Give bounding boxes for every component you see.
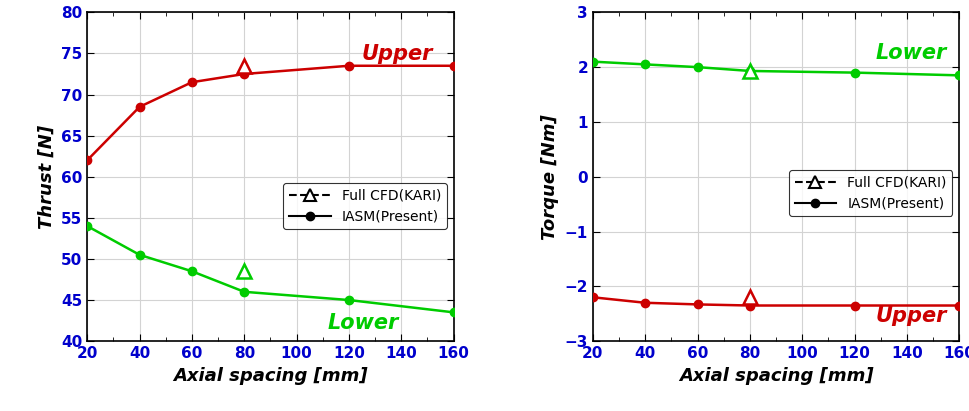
Y-axis label: Torque [Nm]: Torque [Nm] — [541, 114, 559, 240]
Text: Lower: Lower — [876, 43, 947, 63]
Legend: Full CFD(KARI), IASM(Present): Full CFD(KARI), IASM(Present) — [789, 170, 953, 216]
Legend: Full CFD(KARI), IASM(Present): Full CFD(KARI), IASM(Present) — [283, 183, 447, 229]
X-axis label: Axial spacing [mm]: Axial spacing [mm] — [173, 367, 368, 385]
Y-axis label: Thrust [N]: Thrust [N] — [38, 125, 55, 229]
Text: Upper: Upper — [876, 306, 947, 326]
X-axis label: Axial spacing [mm]: Axial spacing [mm] — [678, 367, 873, 385]
Text: Lower: Lower — [328, 313, 399, 333]
Text: Upper: Upper — [362, 44, 433, 64]
